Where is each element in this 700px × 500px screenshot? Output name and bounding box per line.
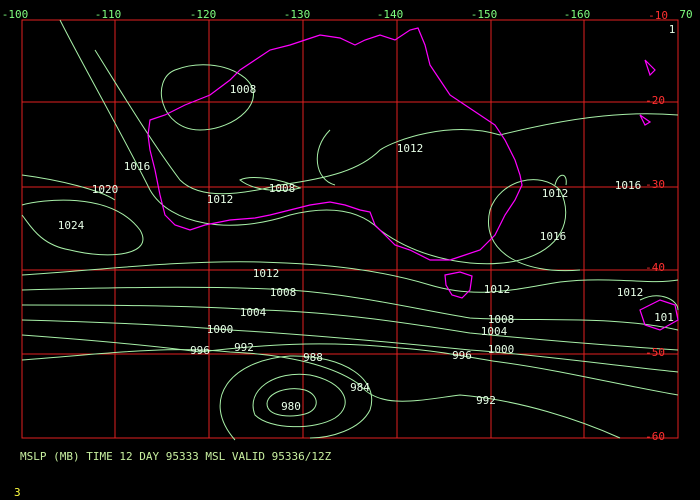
lat-label: -20 xyxy=(645,94,665,107)
isobar xyxy=(21,304,679,351)
lon-label: -160 xyxy=(564,8,591,21)
lon-label: -140 xyxy=(377,8,404,21)
contour-label: 980 xyxy=(281,400,301,413)
isobar xyxy=(21,334,679,396)
lon-label: 70 xyxy=(679,8,692,21)
isobar xyxy=(554,174,567,186)
contour-label: 988 xyxy=(303,351,323,364)
contour-label: 1000 xyxy=(488,343,515,356)
contour-label: 1016 xyxy=(615,179,642,192)
isobar xyxy=(316,129,336,186)
isobar xyxy=(21,261,679,293)
grid xyxy=(21,19,679,439)
footer: 3 xyxy=(14,486,21,499)
isobar xyxy=(219,355,373,441)
isobar xyxy=(21,199,144,256)
frame xyxy=(21,19,679,439)
contour-labels: 1008 1012 1016 1020 1008 1012 1024 1012 … xyxy=(58,83,674,413)
isobar xyxy=(21,319,679,373)
lat-label: -40 xyxy=(645,261,665,274)
contour-label: 996 xyxy=(190,344,210,357)
contour-label: 1012 xyxy=(484,283,511,296)
contour-label: 1000 xyxy=(207,323,234,336)
contour-label: 1008 xyxy=(488,313,515,326)
isobar xyxy=(21,174,116,201)
contour-label: 1012 xyxy=(207,193,234,206)
grid-lines xyxy=(22,20,678,438)
contour-label: 992 xyxy=(234,341,254,354)
lon-label: -130 xyxy=(284,8,311,21)
isobar xyxy=(21,286,679,331)
isobar xyxy=(639,295,679,311)
isobar xyxy=(252,373,346,428)
contour-label: 1012 xyxy=(397,142,424,155)
contour-label: 1024 xyxy=(58,219,85,232)
contour-label: 992 xyxy=(476,394,496,407)
lon-label: -110 xyxy=(95,8,122,21)
lat-labels: -10 -20 -30 -40 -50 -60 xyxy=(645,9,668,443)
contour-label: 1012 xyxy=(542,187,569,200)
contour-label: 1012 xyxy=(617,286,644,299)
lat-label: -10 xyxy=(648,9,668,22)
caption: MSLP (MB) TIME 12 DAY 95333 MSL VALID 95… xyxy=(20,450,332,463)
contour-label: 1008 xyxy=(230,83,257,96)
lat-label: -50 xyxy=(645,346,665,359)
lon-label: -100 xyxy=(2,8,29,21)
isobar xyxy=(21,349,621,439)
lat-label: -60 xyxy=(645,430,665,443)
contour-label: 1004 xyxy=(240,306,267,319)
contour-label: 996 xyxy=(452,349,472,362)
isobars xyxy=(21,19,679,441)
top-labels: -100 -110 -120 -130 -140 -150 -160 70 1 xyxy=(2,8,693,36)
isobar xyxy=(94,49,679,195)
contour-label: 1012 xyxy=(253,267,280,280)
contour-label: 1008 xyxy=(269,182,296,195)
lon-label: -150 xyxy=(471,8,498,21)
tasmania xyxy=(444,271,473,299)
contour-label: 1004 xyxy=(481,325,508,338)
contour-label: 984 xyxy=(350,381,370,394)
isobar xyxy=(160,64,254,131)
contour-label: 1016 xyxy=(540,230,567,243)
contour-label: 1020 xyxy=(92,183,119,196)
lon-label: -120 xyxy=(190,8,217,21)
corner-label: 1 xyxy=(669,23,676,36)
contour-label: 1016 xyxy=(124,160,151,173)
coastline xyxy=(147,27,523,261)
lat-label: -30 xyxy=(645,178,665,191)
islands xyxy=(639,59,679,331)
contour-label: 101 xyxy=(654,311,674,324)
contour-label: 1008 xyxy=(270,286,297,299)
isobar xyxy=(239,177,302,191)
isobar xyxy=(59,19,581,272)
isobar xyxy=(266,388,317,417)
